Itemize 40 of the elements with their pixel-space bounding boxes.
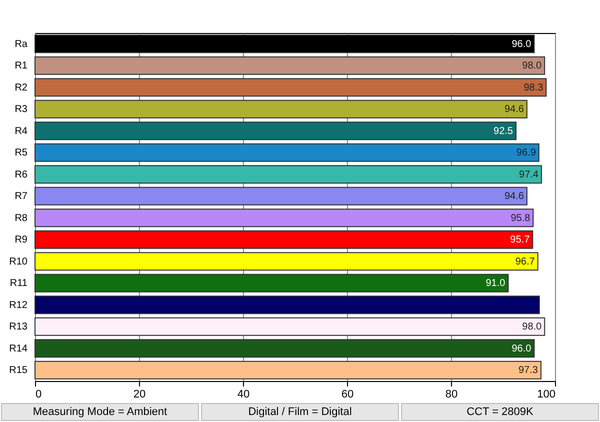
data-label: 95.8 [510,212,531,224]
data-label: 98.0 [522,60,542,72]
y-tick-label: R1 [14,60,28,72]
y-tick-label: R4 [14,126,28,137]
x-tick-label: 40 [237,388,250,400]
y-tick-label: Ra [14,38,28,50]
data-label: 96.0 [512,38,532,50]
y-tick-label: R8 [14,212,28,224]
data-label: 98.0 [522,322,542,333]
x-tick-label: 100 [537,388,556,400]
y-tick-label: R3 [14,104,28,116]
data-label: 96.0 [512,343,532,354]
data-label: 95.7 [510,234,530,246]
data-label: 94.6 [504,191,524,202]
y-tick-label: R13 [9,322,28,333]
data-label: 98.3 [524,82,544,94]
data-label: 97.4 [519,169,539,180]
x-tick-label: 60 [341,388,354,400]
data-label: 91.0 [486,278,506,290]
y-tick-label: R15 [9,365,28,376]
y-tick-label: R11 [10,278,28,290]
x-tick-label: 80 [445,388,458,400]
y-tick-label: R10 [9,256,28,268]
data-label: 94.6 [504,104,524,116]
data-label: 96.9 [516,148,536,159]
y-tick-label: R12 [9,300,28,311]
text: Digital / Film = Digital [201,403,399,421]
y-tick-label: R2 [14,82,28,94]
x-tick-label: 0 [36,388,42,400]
data-label: 96.7 [515,256,536,268]
data-label: 97.3 [518,365,538,376]
y-tick-label: R9 [14,234,28,246]
y-tick-label: R5 [14,148,28,159]
data-label: 92.5 [494,126,514,137]
y-tick-label: R14 [9,343,28,354]
y-tick-label: R6 [14,169,28,180]
y-tick-label: R7 [14,191,28,202]
text: CCT = 2809K [401,403,599,421]
x-tick-label: 20 [133,388,146,400]
text: Measuring Mode = Ambient [1,403,199,421]
